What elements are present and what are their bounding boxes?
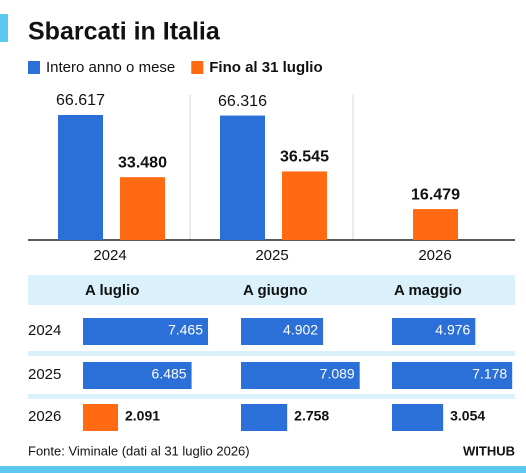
row-label: 2024 [28, 322, 61, 339]
row-label: 2025 [28, 366, 61, 383]
value-label: 33.480 [118, 154, 167, 171]
legend-swatch [191, 61, 204, 74]
bar [392, 362, 513, 389]
footer-band [0, 466, 526, 473]
value-label: 7.089 [320, 366, 355, 382]
bar [413, 209, 458, 240]
x-tick-label: 2024 [93, 247, 126, 264]
bar [392, 318, 476, 345]
value-label: 2.758 [294, 408, 329, 424]
value-label: 7.178 [472, 366, 507, 382]
value-label: 66.617 [56, 92, 105, 109]
bar [58, 115, 103, 240]
value-label: 66.316 [218, 93, 267, 110]
legend-swatch [28, 61, 40, 74]
bar [392, 404, 444, 431]
title: Sbarcati in Italia [28, 18, 221, 46]
brand: WITHUB [463, 443, 515, 458]
bar [241, 318, 324, 345]
x-tick-label: 2026 [418, 247, 451, 264]
x-tick-label: 2025 [255, 247, 288, 264]
row-divider [28, 394, 515, 399]
column-header: A giugno [243, 282, 307, 299]
bar [83, 404, 119, 431]
value-label: 4.902 [283, 322, 318, 338]
bar [83, 318, 208, 345]
value-label: 36.545 [280, 149, 329, 166]
row-label: 2026 [28, 408, 61, 425]
legend-label: Intero anno o mese [46, 59, 175, 76]
value-label: 7.465 [168, 322, 203, 338]
value-label: 16.479 [411, 186, 460, 203]
source: Fonte: Viminale (dati al 31 luglio 2026) [28, 443, 250, 458]
value-label: 4.976 [435, 322, 470, 338]
column-header: A maggio [394, 282, 462, 299]
value-label: 2.091 [125, 408, 160, 424]
bar [220, 115, 265, 240]
accent [0, 14, 8, 42]
bar [241, 404, 288, 431]
legend-label: Fino al 31 luglio [209, 59, 322, 76]
bar [120, 177, 165, 240]
table-header [28, 275, 515, 305]
bar [282, 171, 327, 240]
value-label: 6.485 [152, 366, 187, 382]
bar [241, 362, 360, 389]
column-header: A luglio [85, 282, 139, 299]
row-divider [28, 351, 515, 356]
bar [83, 362, 192, 389]
value-label: 3.054 [450, 408, 485, 424]
